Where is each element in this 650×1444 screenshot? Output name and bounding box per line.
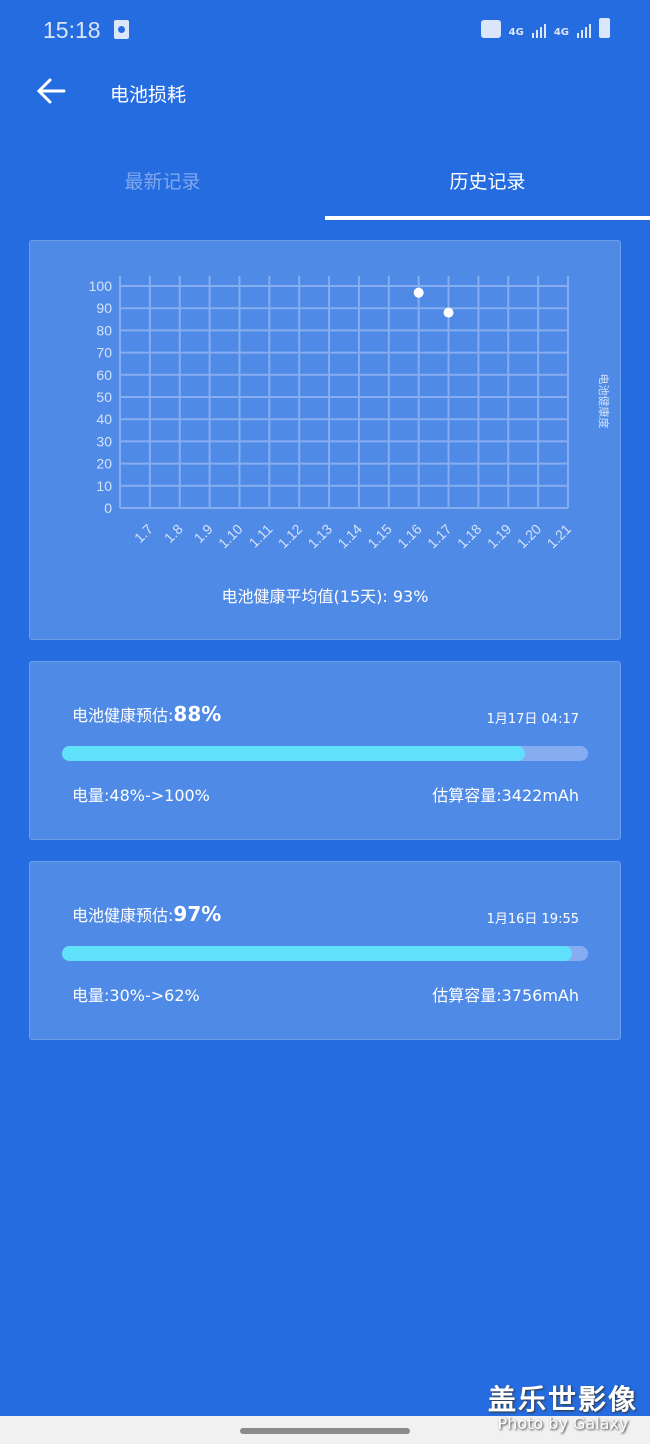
x-tick-label: 1.10: [215, 521, 246, 552]
navigation-bar: [0, 1416, 650, 1444]
x-tick-label: 1.19: [484, 521, 515, 552]
record-date: 1月17日 04:17: [486, 712, 579, 727]
watermark: 盖乐世影像 Photo by Galaxy: [488, 1378, 638, 1433]
data-point: [413, 287, 424, 298]
signal-icon: [577, 24, 591, 38]
watermark-subtitle: Photo by Galaxy: [497, 1414, 629, 1433]
y-tick-label: 60: [96, 367, 112, 383]
tab-latest[interactable]: 最新记录: [124, 171, 201, 193]
estimated-capacity: 估算容量:3422mAh: [432, 786, 579, 805]
page-title: 电池损耗: [110, 84, 187, 106]
battery-icon: [599, 18, 610, 38]
signal-icon: [531, 24, 546, 38]
estimated-capacity: 估算容量:3756mAh: [432, 986, 579, 1005]
chart-card: 0 10 20 30 40 50 60 70 80 90 100 1.7 1.8 1.9 1.10 1.11 1…: [29, 240, 621, 640]
y-tick-label: 10: [96, 478, 112, 494]
y-axis-label: 电池健康度: [597, 374, 611, 429]
y-tick-label: 40: [96, 411, 112, 427]
x-tick-label: 1.21: [544, 521, 575, 552]
average-health: 电池健康平均值(15天): 93%: [221, 587, 429, 606]
x-tick-label: 1.16: [394, 521, 425, 552]
x-tick-label: 1.14: [334, 521, 365, 552]
tab-bar: 最新记录 历史记录: [0, 150, 650, 220]
health-estimate: 电池健康预估:88%: [72, 702, 222, 726]
record-card[interactable]: 电池健康预估:88% 1月17日 04:17 电量:48%->100% 估算容量…: [29, 661, 621, 840]
status-bar: 15:18 4G 4G: [0, 0, 650, 60]
y-tick-label: 90: [96, 300, 112, 316]
record-date: 1月16日 19:55: [486, 912, 579, 927]
x-tick-label: 1.13: [305, 521, 336, 552]
network-type-2: 4G: [553, 27, 569, 38]
y-tick-label: 20: [96, 456, 112, 472]
charge-range: 电量:30%->62%: [72, 986, 200, 1005]
charge-range: 电量:48%->100%: [72, 786, 210, 805]
x-tick-label: 1.12: [275, 521, 306, 552]
y-tick-label: 80: [96, 322, 112, 338]
x-tick-label: 1.8: [161, 521, 186, 546]
x-tick-label: 1.18: [454, 521, 485, 552]
health-progress-bar: [62, 746, 588, 761]
y-tick-label: 50: [96, 389, 112, 405]
message-icon: [480, 20, 501, 38]
x-tick-label: 1.17: [424, 521, 455, 552]
x-tick-label: 1.11: [246, 521, 276, 551]
watermark-title: 盖乐世影像: [487, 1383, 638, 1416]
health-progress-bar: [62, 946, 588, 961]
record-card[interactable]: 电池健康预估:97% 1月16日 19:55 电量:30%->62% 估算容量:…: [29, 861, 621, 1040]
clock-icon: [114, 20, 129, 39]
network-type-1: 4G: [508, 27, 524, 38]
status-time: 15:18: [43, 17, 101, 43]
x-tick-label: 1.15: [364, 521, 395, 552]
y-tick-label: 0: [104, 500, 112, 516]
x-tick-label: 1.7: [131, 521, 156, 546]
home-gesture-bar[interactable]: [240, 1428, 410, 1434]
y-tick-label: 30: [96, 433, 112, 449]
back-arrow-icon[interactable]: [34, 74, 68, 108]
health-estimate: 电池健康预估:97%: [72, 902, 222, 926]
data-point: [443, 307, 454, 318]
x-tick-label: 1.20: [514, 521, 545, 552]
tab-history[interactable]: 历史记录: [325, 150, 650, 220]
y-tick-label: 70: [96, 345, 112, 361]
y-tick-label: 100: [89, 278, 113, 294]
x-tick-label: 1.9: [191, 521, 216, 546]
